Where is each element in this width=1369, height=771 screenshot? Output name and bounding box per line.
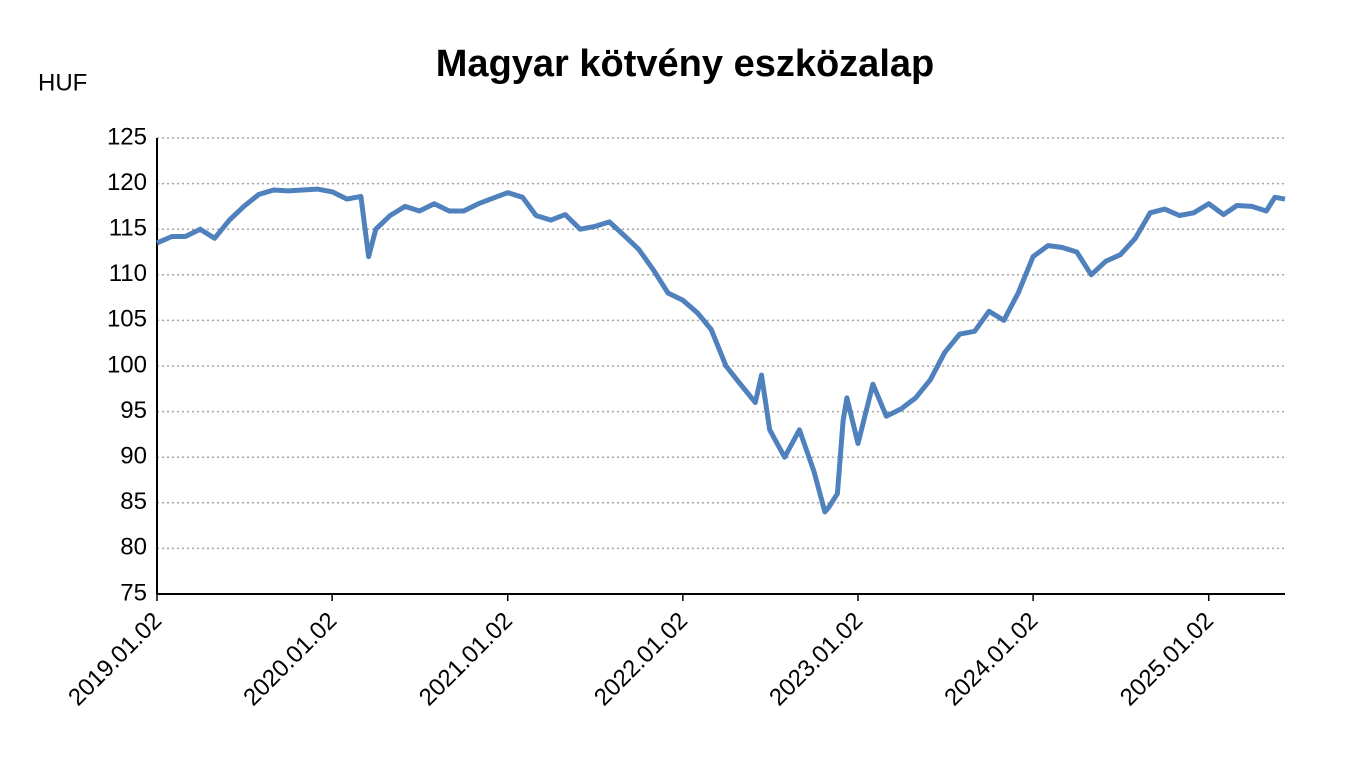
y-tick-label: 105 [107, 306, 147, 333]
y-tick-label: 75 [120, 579, 147, 606]
x-tick-label: 2024.01.02 [939, 607, 1043, 711]
y-tick-label: 95 [120, 397, 147, 424]
y-tick-label: 125 [107, 123, 147, 150]
chart-title: Magyar kötvény eszközalap [436, 43, 934, 85]
x-tick-label: 2021.01.02 [414, 607, 518, 711]
y-tick-label: 110 [109, 260, 147, 287]
y-tick-label: 120 [107, 169, 147, 196]
y-tick-label: 100 [107, 351, 147, 378]
x-tick-label: 2020.01.02 [238, 607, 342, 711]
y-tick-label: 115 [109, 215, 147, 242]
x-tick-label: 2023.01.02 [764, 607, 868, 711]
x-tick-label: 2019.01.02 [63, 607, 167, 711]
y-tick-label: 80 [120, 534, 147, 561]
y-tick-label: 90 [120, 443, 147, 470]
y-tick-label: 85 [120, 488, 147, 515]
x-tick-label: 2025.01.02 [1115, 607, 1219, 711]
data-line [156, 186, 1286, 515]
y-axis-label: HUF [38, 69, 87, 96]
x-tick-label: 2022.01.02 [589, 607, 693, 711]
